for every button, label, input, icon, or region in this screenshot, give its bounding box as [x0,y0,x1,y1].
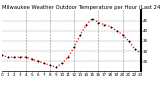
Text: Milwaukee Weather Outdoor Temperature per Hour (Last 24 Hours): Milwaukee Weather Outdoor Temperature pe… [2,5,160,10]
